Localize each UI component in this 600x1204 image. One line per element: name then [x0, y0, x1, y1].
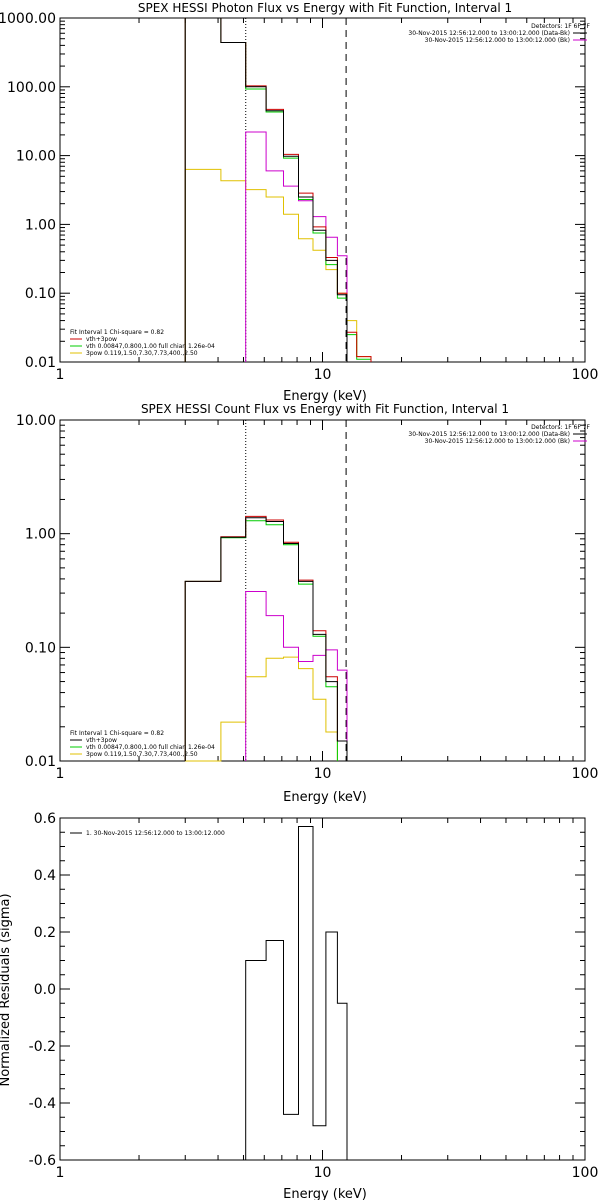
residuals-y-axis-label: Normalized Residuals (sigma) [0, 893, 13, 1086]
count-x-tick-label: 100 [572, 766, 599, 782]
photon-chart-title: SPEX HESSI Photon Flux vs Energy with Fi… [138, 1, 512, 15]
photon-legend-bk-entry: 30-Nov-2015 12:56:12.000 to 13:00:12.000… [425, 37, 570, 44]
photon-legend-fit: Fit Interval 1 Chi-square = 0.82 vth+3po… [70, 329, 215, 357]
residuals-plot-frame [59, 817, 586, 1161]
count-series-2 [184, 520, 338, 761]
photon-series-0 [184, 168, 372, 362]
photon-y-tick-label: 1000.00 [0, 11, 56, 27]
residuals-y-tick-label: 0.2 [34, 925, 56, 941]
photon-y-tick-label: 10.00 [16, 149, 56, 165]
photon-plot-area: 1 10 100 0.01 0.10 1.00 10.00 100.00 1000.00 [0, 11, 598, 383]
photon-legend-fit-entry-3: 3pow 0.119,1.50,7.30,7.73,400.,2.50 [86, 350, 198, 357]
count-y-tick-label: 0.10 [25, 640, 56, 656]
photon-x-tick-label: 10 [314, 367, 332, 383]
count-plot-frame [59, 419, 586, 762]
count-legend-fit-entry-1: vth+3pow [86, 737, 117, 744]
count-legend-fit: Fit Interval 1 Chi-square = 0.82 vth+3po… [70, 730, 215, 758]
count-flux-panel: SPEX HESSI Count Flux vs Energy with Fit… [16, 402, 598, 805]
residuals-x-tick-label: 10 [314, 1165, 332, 1181]
photon-legend-fit-entry-2: vth 0.00847,0.800,1.00 full chian 1.26e-… [86, 343, 215, 350]
residuals-y-tick-label: -0.2 [29, 1039, 56, 1055]
count-legend-top: Detectors: 1F 6F 7F 30-Nov-2015 12:56:12… [408, 424, 590, 445]
photon-series-1 [245, 131, 348, 362]
photon-x-axis-label: Energy (keV) [283, 389, 367, 404]
photon-series-3 [184, 17, 372, 362]
count-legend-detectors: Detectors: 1F 6F 7F [531, 424, 590, 431]
residuals-y-tick-label: -0.6 [29, 1153, 56, 1169]
residuals-y-tick-label: 0.4 [34, 868, 56, 884]
count-legend-fit-entry-2: vth 0.00847,0.800,1.00 full chian 1.26e-… [86, 744, 215, 751]
count-series-4 [184, 517, 348, 761]
count-legend-fit-entry-3: 3pow 0.119,1.50,7.30,7.73,400.,2.50 [86, 751, 198, 758]
photon-y-tick-label: 0.10 [25, 286, 56, 302]
photon-legend-fit-header: Fit Interval 1 Chi-square = 0.82 [70, 329, 164, 336]
count-series-3 [184, 515, 348, 761]
residuals-panel: Energy (keV) Normalized Residuals (sigma… [0, 811, 599, 1202]
residuals-y-tick-label: 0.6 [34, 811, 56, 827]
count-series-1 [245, 591, 348, 761]
photon-legend-data-entry: 30-Nov-2015 12:56:12.000 to 13:00:12.000… [408, 30, 570, 37]
residuals-x-axis-label: Energy (keV) [283, 1187, 367, 1200]
count-x-axis-label: Energy (keV) [283, 790, 367, 805]
count-x-tick-label: 10 [314, 766, 332, 782]
photon-y-tick-label: 0.01 [25, 355, 56, 371]
count-x-tick-label: 1 [56, 766, 65, 782]
count-legend-bk-entry: 30-Nov-2015 12:56:12.000 to 13:00:12.000… [425, 438, 570, 445]
residuals-x-tick-label: 1 [56, 1165, 65, 1181]
photon-y-tick-label: 1.00 [25, 217, 56, 233]
residuals-legend-entry: 1. 30-Nov-2015 12:56:12.000 to 13:00:12.… [86, 830, 225, 837]
count-y-tick-label: 1.00 [25, 527, 56, 543]
count-legend-fit-header: Fit Interval 1 Chi-square = 0.82 [70, 730, 164, 737]
photon-legend-top: Detectors: 1F 6F 7F 30-Nov-2015 12:56:12… [408, 23, 590, 44]
photon-legend-fit-entry-1: vth+3pow [86, 336, 117, 343]
count-chart-title: SPEX HESSI Count Flux vs Energy with Fit… [141, 402, 509, 416]
photon-series-2 [184, 17, 372, 362]
photon-y-tick-label: 100.00 [7, 80, 56, 96]
photon-series-4 [184, 17, 348, 362]
photon-plot-frame [59, 17, 586, 363]
residuals-legend: 1. 30-Nov-2015 12:56:12.000 to 13:00:12.… [70, 830, 225, 837]
residuals-y-tick-label: 0.0 [34, 982, 56, 998]
photon-flux-panel: SPEX HESSI Photon Flux vs Energy with Fi… [0, 1, 598, 404]
count-plot-area: 1 10 100 0.01 0.10 1.00 10.00 [16, 413, 598, 782]
count-y-tick-label: 10.00 [16, 413, 56, 429]
residuals-series-0 [245, 826, 348, 1160]
residuals-plot-area: 1 10 100 0.6 0.4 0.2 0.0 -0.2 -0.4 -0.6 [29, 811, 599, 1181]
photon-x-tick-label: 100 [572, 367, 599, 383]
count-y-tick-label: 0.01 [25, 754, 56, 770]
count-series-0 [185, 656, 338, 762]
residuals-y-tick-label: -0.4 [29, 1096, 56, 1112]
count-legend-data-entry: 30-Nov-2015 12:56:12.000 to 13:00:12.000… [408, 431, 570, 438]
photon-x-tick-label: 1 [56, 367, 65, 383]
residuals-x-tick-label: 100 [572, 1165, 599, 1181]
photon-legend-detectors: Detectors: 1F 6F 7F [531, 23, 590, 30]
